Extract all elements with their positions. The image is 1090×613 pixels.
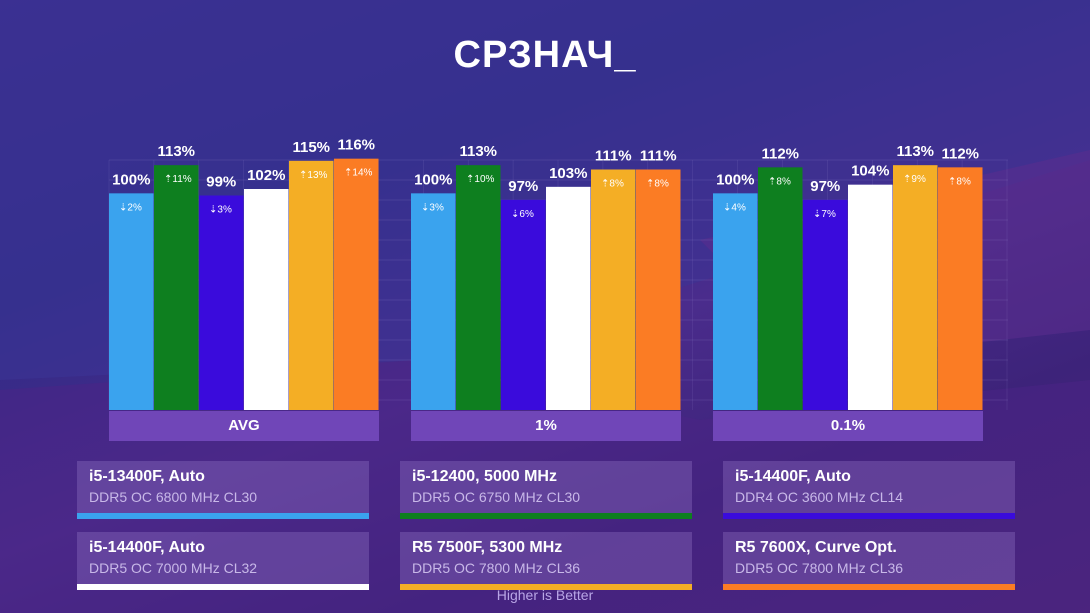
data-label: 113%	[157, 143, 195, 160]
delta-label: ⇣2%	[119, 202, 142, 213]
data-label: 104%	[851, 163, 889, 180]
page-title: СРЗНАЧ_	[453, 34, 637, 76]
data-label: 100%	[716, 171, 754, 188]
legend-entry: R5 7500F, 5300 MHz DDR5 OC 7800 MHz CL36	[400, 532, 692, 590]
legend-entry: i5-14400F, Auto DDR4 OC 3600 MHz CL14	[723, 461, 1015, 519]
data-label: 115%	[292, 139, 330, 156]
data-label: 103%	[549, 165, 587, 182]
data-label: 113%	[459, 143, 497, 160]
data-label: 112%	[941, 145, 979, 162]
delta-label: ⇣6%	[511, 209, 534, 220]
bar	[893, 165, 938, 410]
delta-label: ⇡13%	[299, 170, 328, 181]
legend-name: i5-14400F, Auto	[89, 539, 205, 556]
data-label: 97%	[810, 178, 840, 195]
bar	[713, 193, 758, 410]
data-label: 97%	[508, 178, 538, 195]
delta-label: ⇡8%	[646, 179, 669, 190]
footer-note: Higher is Better	[496, 587, 594, 603]
legend-color-swatch	[77, 584, 369, 590]
delta-label: ⇡8%	[768, 176, 791, 187]
data-label: 100%	[414, 171, 452, 188]
bar	[636, 169, 681, 410]
data-label: 100%	[112, 171, 150, 188]
legend-spec: DDR5 OC 6800 MHz CL30	[89, 489, 258, 505]
legend-color-swatch	[400, 513, 692, 519]
delta-label: ⇣7%	[813, 209, 836, 220]
delta-label: ⇡8%	[948, 176, 971, 187]
data-label: 99%	[206, 174, 236, 191]
bar	[938, 167, 983, 410]
bar	[501, 199, 546, 410]
legend-name: R5 7600X, Curve Opt.	[735, 539, 897, 556]
delta-label: ⇡11%	[164, 174, 192, 185]
bar	[109, 193, 154, 410]
delta-label: ⇡10%	[466, 174, 495, 185]
legend-entry: i5-12400, 5000 MHz DDR5 OC 6750 MHz CL30	[400, 461, 692, 519]
data-label: 112%	[761, 145, 799, 162]
bar	[154, 165, 199, 410]
bar	[546, 186, 591, 410]
delta-label: ⇣3%	[209, 205, 232, 216]
data-label: 116%	[337, 137, 375, 154]
legend-name: R5 7500F, 5300 MHz	[412, 539, 563, 556]
data-label: 111%	[640, 148, 677, 165]
delta-label: ⇡8%	[601, 179, 624, 190]
legend-color-swatch	[723, 584, 1015, 590]
legend-spec: DDR5 OC 6750 MHz CL30	[412, 489, 581, 505]
data-label: 111%	[595, 148, 632, 165]
legend-color-swatch	[723, 513, 1015, 519]
group-label-01pct: 0.1%	[713, 411, 983, 441]
group-label-avg: AVG	[109, 411, 379, 441]
bar	[411, 193, 456, 410]
legend-spec: DDR5 OC 7800 MHz CL36	[412, 560, 581, 576]
legend-color-swatch	[400, 584, 692, 590]
bar	[244, 189, 289, 410]
legend-entry: i5-14400F, Auto DDR5 OC 7000 MHz CL32	[77, 532, 369, 590]
bar	[758, 167, 803, 410]
delta-label: ⇣4%	[723, 202, 746, 213]
delta-label: ⇣3%	[421, 202, 444, 213]
legend-entry: i5-13400F, Auto DDR5 OC 6800 MHz CL30	[77, 461, 369, 519]
bar	[199, 195, 244, 410]
legend-color-swatch	[77, 513, 369, 519]
bar	[334, 158, 379, 410]
legend-name: i5-14400F, Auto	[735, 468, 851, 485]
legend-name: i5-12400, 5000 MHz	[412, 468, 557, 485]
bar	[591, 169, 636, 410]
data-label: 102%	[247, 167, 285, 184]
bar-chart: 100% ⇣2% 113% ⇡11% 99% ⇣3% 102% 115% ⇡13% 116% ⇡14…	[108, 137, 1008, 410]
bar	[848, 184, 893, 410]
bar	[803, 199, 848, 410]
legend-name: i5-13400F, Auto	[89, 468, 205, 485]
legend-spec: DDR5 OC 7000 MHz CL32	[89, 560, 258, 576]
legend-spec: DDR5 OC 7800 MHz CL36	[735, 560, 904, 576]
data-label: 113%	[896, 143, 934, 160]
delta-label: ⇡14%	[344, 168, 373, 179]
group-label-1pct: 1%	[411, 411, 681, 441]
bar	[289, 160, 334, 410]
legend-spec: DDR4 OC 3600 MHz CL14	[735, 489, 904, 505]
bar	[456, 165, 501, 410]
delta-label: ⇡9%	[903, 174, 926, 185]
legend-entry: R5 7600X, Curve Opt. DDR5 OC 7800 MHz CL…	[723, 532, 1015, 590]
